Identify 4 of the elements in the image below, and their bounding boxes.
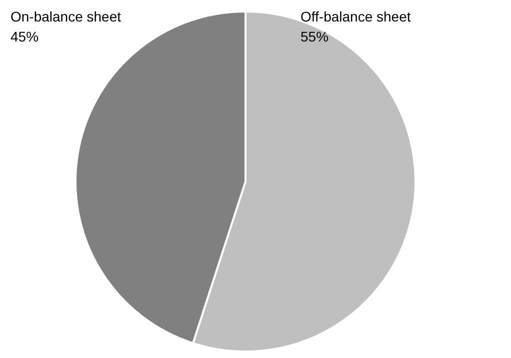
data-label: 45% [10, 28, 39, 44]
data-label: 55% [300, 28, 329, 44]
slice-label: Off-balance sheet [300, 8, 411, 24]
slice-label: On-balance sheet [10, 8, 122, 24]
